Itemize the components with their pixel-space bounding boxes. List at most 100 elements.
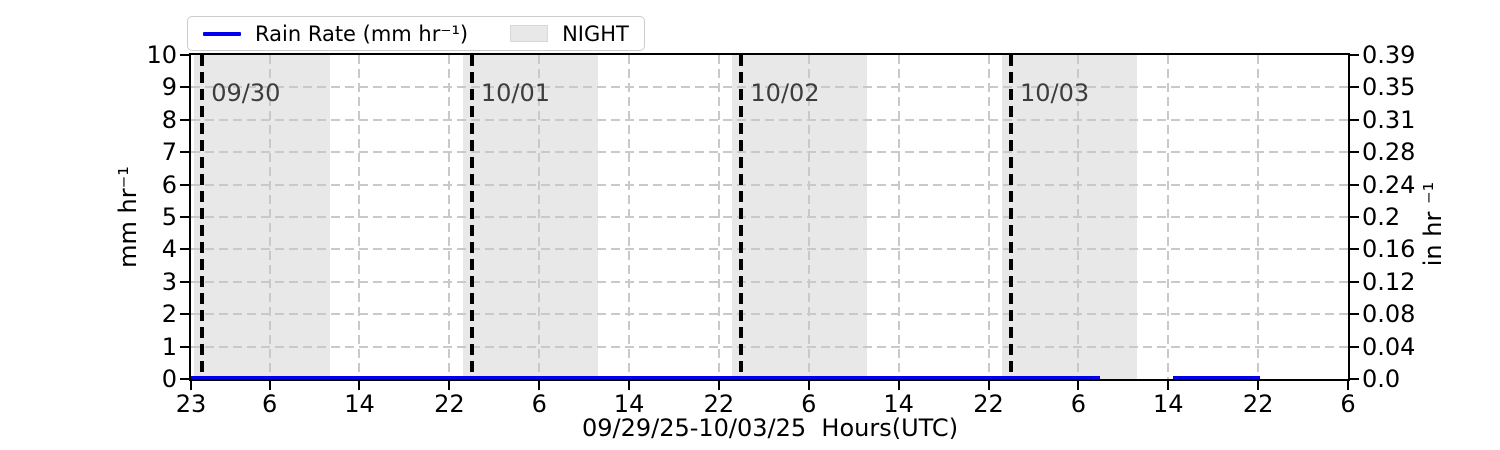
y-tick-label-right: 0.16: [1362, 235, 1416, 264]
y-tick-right: [1350, 151, 1359, 154]
y-tick-right: [1350, 118, 1359, 121]
horizontal-gridline: [191, 118, 1348, 121]
x-tick: [628, 381, 631, 390]
y-tick-label-left: 4: [161, 235, 177, 264]
y-tick-label-right: 0.2: [1362, 203, 1401, 231]
horizontal-gridline: [191, 313, 1348, 316]
x-tick-label: 14: [344, 390, 375, 418]
y-tick-label-right: 0.04: [1362, 332, 1416, 361]
legend-night-label: NIGHT: [562, 21, 629, 46]
x-tick-label: 6: [1070, 390, 1087, 418]
y-tick-left: [180, 86, 189, 89]
y-tick-label-left: 0: [161, 365, 177, 393]
y-tick-left: [180, 378, 189, 380]
x-tick: [717, 381, 720, 390]
x-axis-label: 09/29/25-10/03/25 Hours(UTC): [581, 414, 959, 442]
x-tick: [538, 381, 541, 390]
date-label: 10/02: [750, 78, 820, 107]
x-tick: [987, 381, 990, 390]
x-tick-label: 14: [1152, 390, 1184, 418]
y-tick-label-right: 0.28: [1362, 138, 1416, 167]
x-tick: [1257, 381, 1260, 390]
y-tick-right: [1350, 378, 1359, 380]
y-tick-right: [1350, 86, 1359, 89]
midnight-date-line: [200, 55, 205, 379]
legend: Rain Rate (mm hr⁻¹) NIGHT: [187, 16, 645, 51]
y-tick-left: [180, 54, 189, 56]
y-tick-right: [1350, 248, 1359, 251]
x-tick: [190, 381, 192, 390]
x-tick: [268, 381, 271, 390]
y-tick-right: [1350, 313, 1359, 316]
date-label: 10/01: [480, 78, 550, 107]
plot-area: 09/30 10/01 10/02 10/03 23 6 14 22 6 14 22 6 14 22 6 14…: [146, 43, 1415, 416]
y-tick-label-left: 6: [161, 170, 177, 199]
y-tick-left: [180, 151, 189, 154]
y-tick-left: [180, 216, 189, 218]
y-tick-label-left: 3: [161, 267, 177, 296]
y-tick-right: [1350, 183, 1359, 186]
legend-rain-label: Rain Rate (mm hr⁻¹): [255, 21, 469, 46]
y-tick-label-left: 5: [161, 203, 177, 231]
x-tick: [1167, 381, 1170, 390]
y-tick-left: [180, 183, 189, 186]
horizontal-gridline: [191, 151, 1348, 154]
y-axis-label-right: in hr ⁻¹: [1419, 181, 1447, 267]
x-tick-label: 22: [703, 390, 735, 418]
midnight-date-line: [1009, 55, 1013, 379]
y-tick-right: [1350, 216, 1359, 218]
y-tick-label-left: 2: [161, 300, 177, 329]
y-tick-label-right: 0.31: [1362, 105, 1416, 134]
horizontal-gridline: [191, 248, 1348, 251]
y-tick-left: [180, 248, 189, 251]
x-tick: [448, 381, 451, 390]
y-tick-label-right: 0.24: [1362, 170, 1416, 199]
legend-rain-line-swatch: [203, 31, 241, 36]
y-tick-left: [180, 280, 189, 283]
x-tick: [358, 381, 361, 390]
x-tick-label: 6: [531, 390, 547, 418]
x-tick-label: 22: [973, 390, 1004, 418]
y-tick-label-left: 9: [161, 73, 177, 102]
y-tick-right: [1350, 54, 1359, 56]
y-tick-label-right: 0.08: [1362, 300, 1416, 329]
x-tick: [897, 381, 900, 390]
x-tick: [807, 381, 810, 390]
y-tick-label-right: 0.0: [1362, 365, 1401, 393]
rain-rate-line: [1172, 376, 1261, 379]
midnight-date-line: [739, 55, 744, 379]
y-axis-label-left: mm hr⁻¹: [114, 166, 142, 268]
horizontal-gridline: [191, 183, 1348, 186]
x-tick-label: 22: [1242, 390, 1274, 418]
x-tick-label: 6: [801, 390, 817, 418]
y-tick-left: [180, 345, 189, 348]
y-tick-label-left: 1: [161, 332, 177, 361]
midnight-date-line: [469, 55, 474, 379]
horizontal-gridline: [191, 86, 1348, 89]
y-tick-label-right: 0.12: [1362, 267, 1416, 296]
y-tick-label-right: 0.39: [1362, 41, 1416, 69]
x-tick-label: 14: [613, 390, 645, 418]
x-tick-label: 23: [175, 390, 207, 418]
y-tick-left: [180, 313, 189, 316]
x-tick-label: 6: [261, 390, 278, 418]
date-label: 09/30: [211, 78, 281, 107]
date-label: 10/03: [1020, 78, 1090, 107]
x-tick: [1077, 381, 1080, 390]
x-tick-label: 14: [883, 390, 914, 418]
x-tick: [1347, 381, 1349, 390]
x-tick-label: 6: [1340, 390, 1356, 418]
y-tick-label-left: 10: [146, 41, 177, 69]
horizontal-gridline: [191, 216, 1348, 218]
horizontal-gridline: [191, 345, 1348, 348]
horizontal-gridline: [191, 280, 1348, 283]
x-tick-label: 22: [434, 390, 465, 418]
y-tick-label-left: 7: [161, 138, 177, 167]
y-tick-right: [1350, 345, 1359, 348]
rain-rate-line: [191, 376, 1100, 379]
y-tick-label-left: 8: [161, 105, 177, 134]
legend-night-swatch: [510, 25, 549, 42]
y-tick-right: [1350, 280, 1359, 283]
y-tick-left: [180, 118, 189, 121]
